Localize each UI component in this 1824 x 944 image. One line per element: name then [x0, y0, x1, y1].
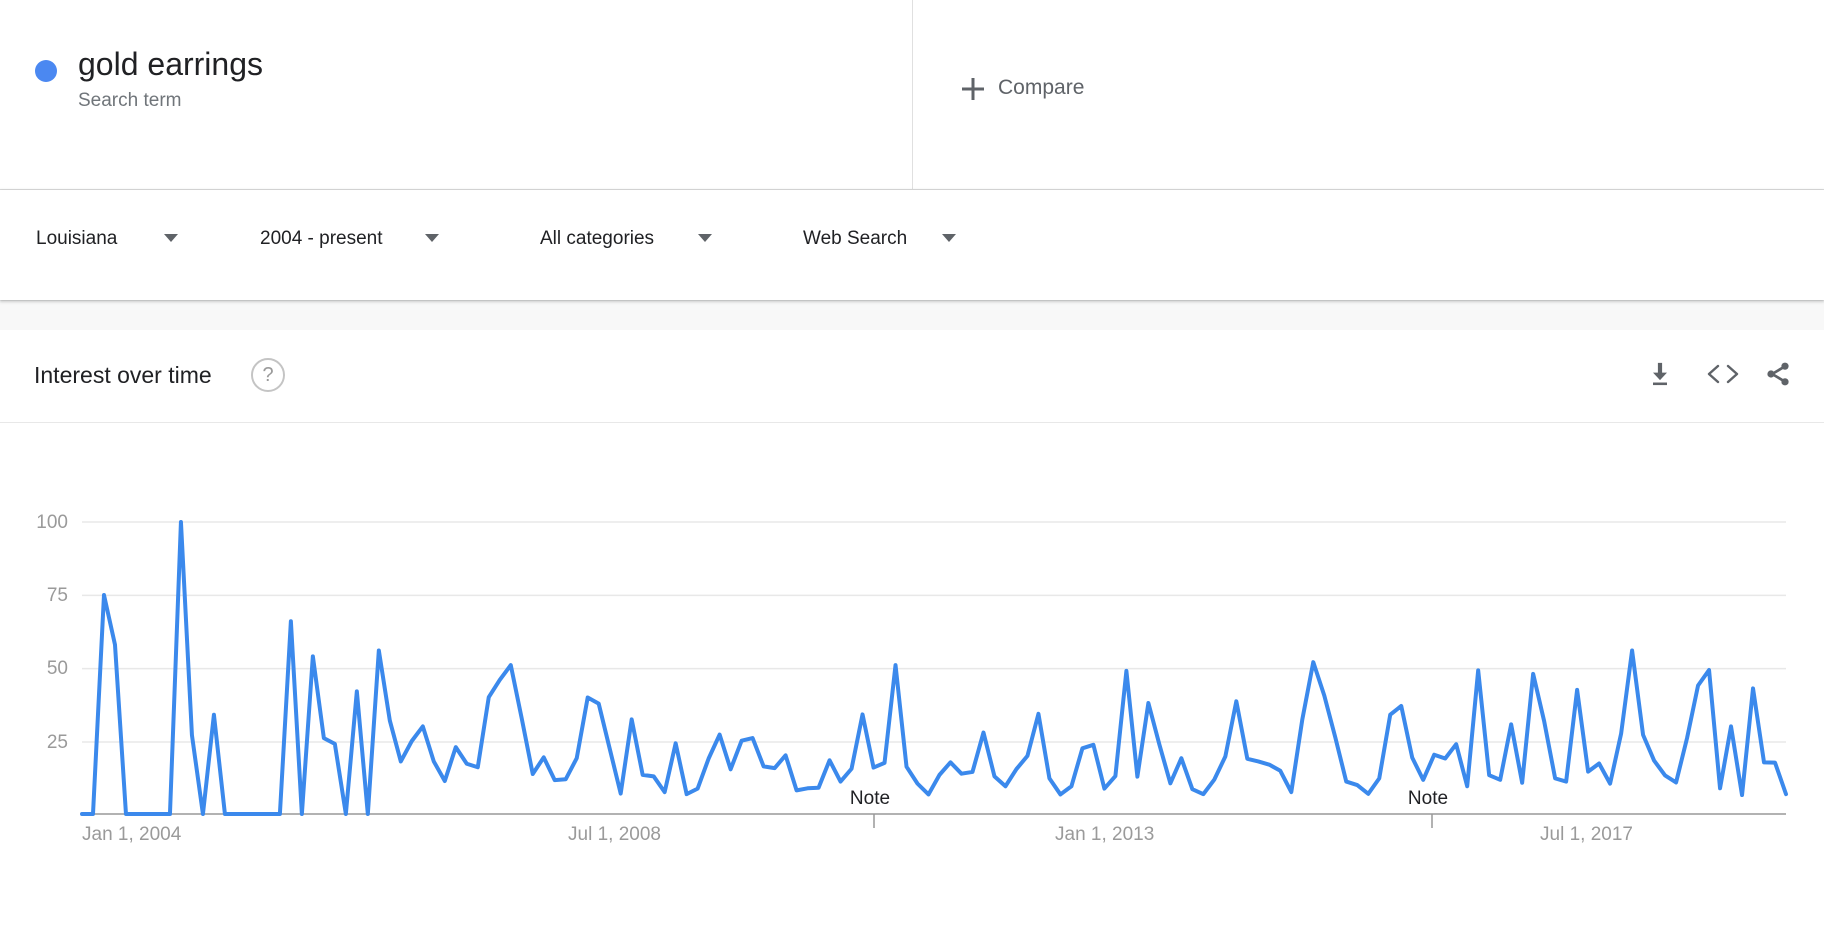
svg-text:25: 25 — [47, 732, 68, 753]
svg-text:75: 75 — [47, 585, 68, 606]
svg-text:Jan 1, 2013: Jan 1, 2013 — [1055, 824, 1154, 845]
svg-text:Jul 1, 2008: Jul 1, 2008 — [568, 824, 661, 845]
svg-text:50: 50 — [47, 658, 68, 679]
svg-text:Note: Note — [1408, 788, 1448, 809]
svg-text:Jan 1, 2004: Jan 1, 2004 — [82, 824, 182, 845]
svg-text:Jul 1, 2017: Jul 1, 2017 — [1540, 824, 1633, 845]
svg-text:Note: Note — [850, 788, 890, 809]
svg-text:100: 100 — [36, 512, 68, 533]
